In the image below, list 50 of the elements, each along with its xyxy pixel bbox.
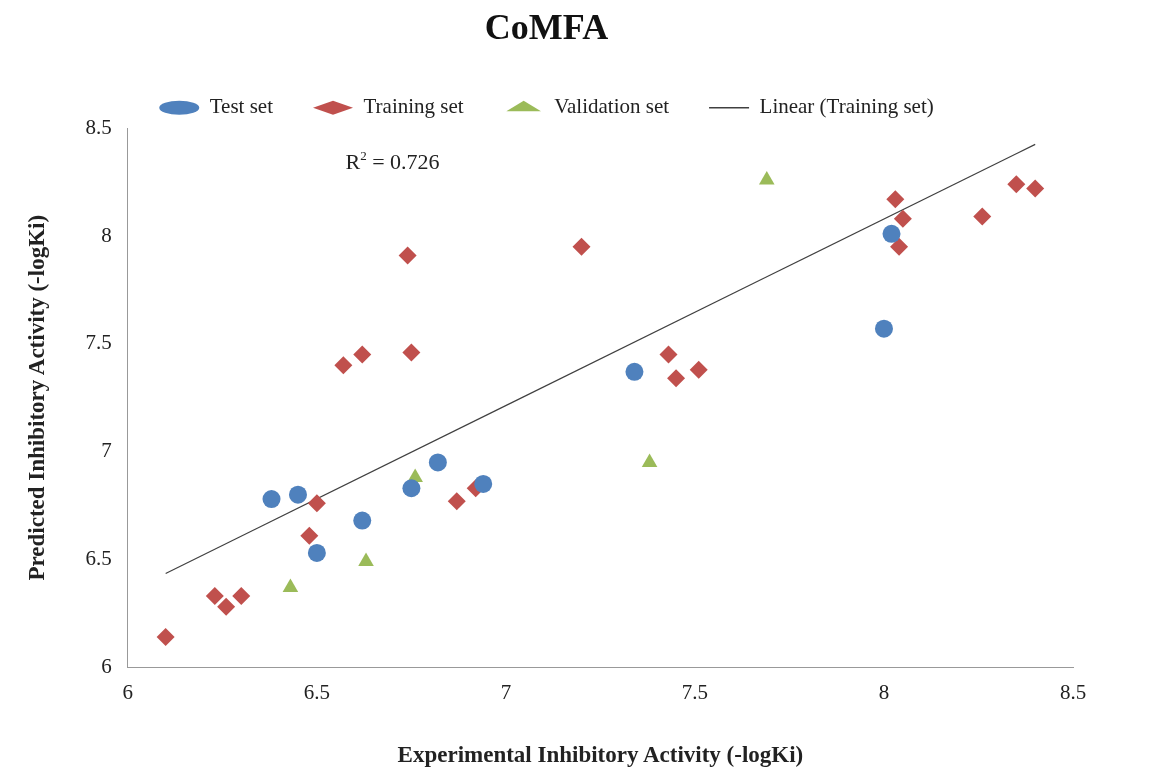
point [262,490,281,509]
point [625,362,644,381]
point [893,209,912,228]
legend-label: Test set [209,94,274,119]
point [353,345,372,364]
point [874,319,893,338]
x-tick-label: 6 [122,680,134,705]
point [288,485,307,504]
point [474,474,493,493]
point [689,360,708,379]
y-tick-label: 7.5 [85,330,112,355]
point [667,369,686,388]
x-tick-label: 6.5 [303,680,331,705]
x-tick-label: 8.5 [1059,680,1087,705]
y-tick-label: 8.5 [85,114,112,139]
point [353,511,372,530]
point [1026,179,1045,198]
point [572,237,591,256]
y-tick-label: 6 [101,653,112,678]
y-tick-label: 6.5 [85,545,112,570]
point [300,526,319,545]
legend-label: Training set [363,94,464,119]
point [1007,175,1026,194]
point [886,190,905,209]
point [307,543,326,562]
point [334,356,353,375]
y-axis-title: Predicted Inhibitory Activity (-logKi) [23,214,49,581]
point [232,587,251,606]
x-tick-label: 7 [500,680,512,705]
chart-title: CoMFA [484,6,609,47]
point [882,224,901,243]
y-tick-label: 8 [101,222,112,247]
point [156,628,175,647]
point [659,345,678,364]
point [428,453,447,472]
point [398,246,417,265]
point [890,237,909,256]
y-tick-label: 7 [101,438,112,463]
point [447,492,466,511]
point [217,597,236,616]
point [205,587,224,606]
point [402,479,421,498]
legend-label: Validation set [554,94,670,119]
point [402,343,421,362]
x-tick-label: 8 [878,680,890,705]
point [973,207,992,226]
legend-label: Linear (Training set) [759,94,934,119]
x-tick-label: 7.5 [681,680,709,705]
x-axis-title: Experimental Inhibitory Activity (-logKi) [397,742,804,768]
point [307,494,326,513]
